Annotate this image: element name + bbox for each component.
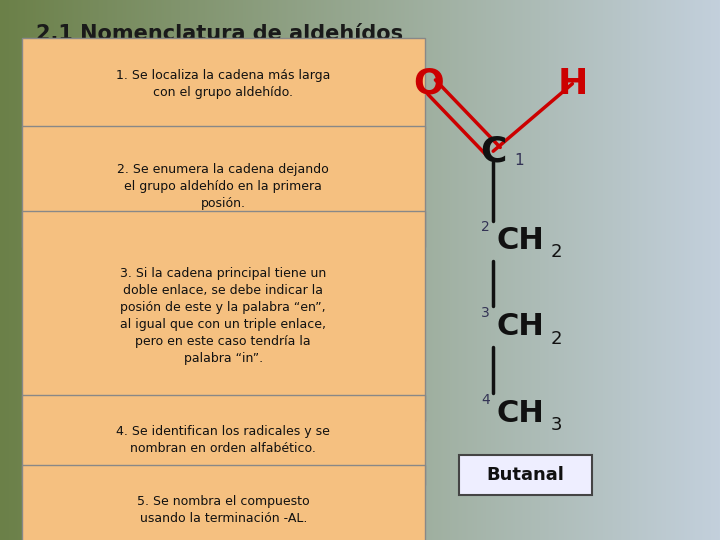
FancyBboxPatch shape: [22, 395, 425, 485]
Text: CH: CH: [497, 312, 544, 341]
FancyBboxPatch shape: [22, 211, 425, 421]
Text: 3: 3: [551, 416, 562, 434]
Text: CH: CH: [497, 226, 544, 255]
Text: 2: 2: [551, 329, 562, 348]
Text: CH: CH: [497, 399, 544, 428]
Text: 3. Si la cadena principal tiene un
doble enlace, se debe indicar la
posión de es: 3. Si la cadena principal tiene un doble…: [120, 267, 326, 365]
Text: 2: 2: [551, 243, 562, 261]
Text: 4. Se identifican los radicales y se
nombran en orden alfabético.: 4. Se identifican los radicales y se nom…: [116, 425, 330, 455]
Text: 3: 3: [481, 306, 490, 320]
Text: 5. Se nombra el compuesto
usando la terminación -AL.: 5. Se nombra el compuesto usando la term…: [137, 495, 310, 525]
Text: 2.1 Nomenclatura de aldehídos: 2.1 Nomenclatura de aldehídos: [36, 24, 403, 44]
Text: 2. Se enumera la cadena dejando
el grupo aldehído en la primera
posión.: 2. Se enumera la cadena dejando el grupo…: [117, 163, 329, 210]
Text: H: H: [557, 67, 588, 100]
Text: 1. Se localiza la cadena más larga
con el grupo aldehído.: 1. Se localiza la cadena más larga con e…: [116, 69, 330, 99]
Text: 2: 2: [481, 220, 490, 234]
Text: C: C: [480, 134, 506, 168]
FancyBboxPatch shape: [22, 465, 425, 540]
Text: O: O: [413, 67, 444, 100]
Text: Butanal: Butanal: [487, 466, 564, 484]
FancyBboxPatch shape: [22, 38, 425, 129]
FancyBboxPatch shape: [459, 455, 593, 496]
FancyBboxPatch shape: [22, 126, 425, 246]
Text: 4: 4: [481, 393, 490, 407]
Text: 1: 1: [515, 153, 524, 168]
